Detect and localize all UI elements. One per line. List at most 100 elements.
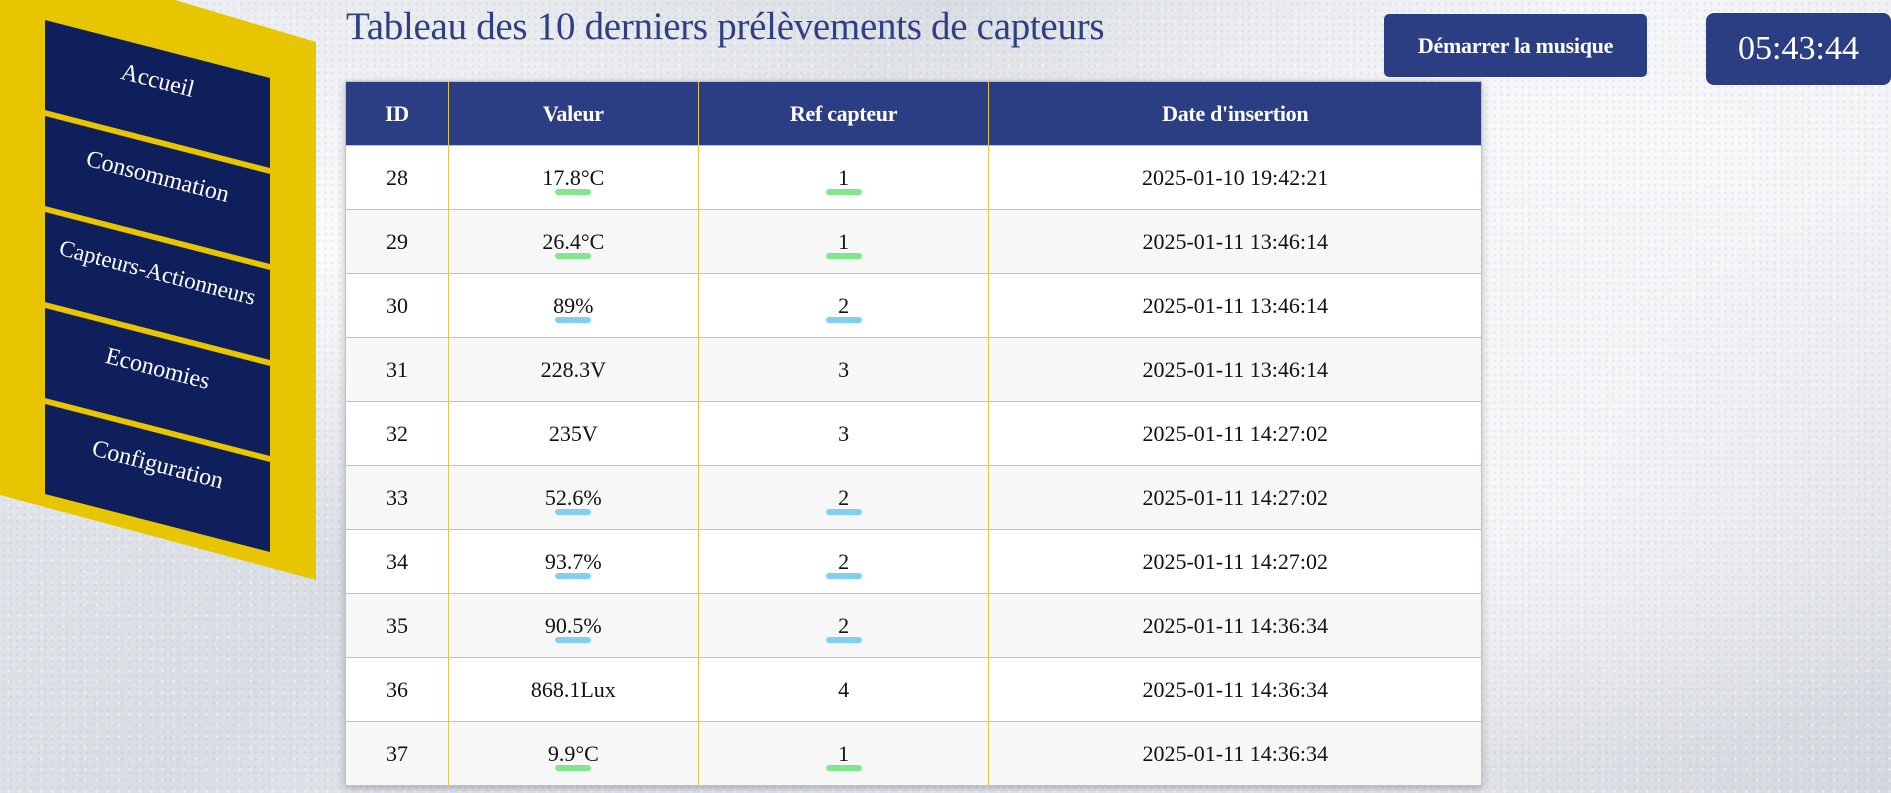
cell-sensor-ref: 3 [697,337,990,402]
humidity-indicator-underline [825,573,862,579]
cell-id-text: 34 [385,548,408,574]
cell-value-text: 17.8°C [542,164,605,190]
cell-value: 90.5% [447,593,699,658]
cell-id: 31 [345,337,449,402]
cell-id-text: 33 [385,484,408,510]
cell-value: 235V [447,401,699,466]
cell-value: 89% [447,273,699,338]
cell-id-text: 31 [385,356,408,382]
page-title: Tableau des 10 derniers prélèvements de … [346,5,1105,48]
cell-date-text: 2025-01-11 14:27:02 [1142,420,1328,446]
cell-id-text: 29 [385,228,408,254]
cell-id: 32 [345,401,449,466]
cell-date-text: 2025-01-11 13:46:14 [1142,228,1328,254]
temp-indicator-underline [555,765,592,771]
temp-indicator-underline [555,189,592,195]
cell-sensor-ref-text: 3 [838,356,850,382]
cell-value-text: 89% [553,292,594,318]
cell-sensor-ref-text: 2 [838,484,850,510]
column-header-id: ID [345,81,449,146]
humidity-indicator-underline [555,509,592,515]
table-row: 30 89% 2 2025-01-11 13:46:14 [345,273,1482,338]
cell-value-text: 235V [548,420,598,446]
table-row: 37 9.9°C 1 2025-01-11 14:36:34 [345,721,1482,786]
cell-id-text: 30 [385,292,408,318]
cell-value: 17.8°C [447,145,699,210]
table-body: 28 17.8°C 1 2025-01-10 19:42:21 29 26.4°C 1 202… [345,145,1482,786]
cell-sensor-ref-text: 1 [838,164,850,190]
cell-value-text: 26.4°C [542,228,605,254]
start-music-button[interactable]: Démarrer la musique [1384,14,1647,77]
table-row: 34 93.7% 2 2025-01-11 14:27:02 [345,529,1482,594]
cell-id: 34 [345,529,449,594]
table-row: 33 52.6% 2 2025-01-11 14:27:02 [345,465,1482,530]
table-row: 36 868.1Lux 4 2025-01-11 14:36:34 [345,657,1482,722]
cell-date-text: 2025-01-11 14:36:34 [1142,740,1328,766]
humidity-indicator-underline [825,317,862,323]
cell-date: 2025-01-10 19:42:21 [988,145,1482,210]
cell-date-text: 2025-01-11 13:46:14 [1142,356,1328,382]
table-row: 35 90.5% 2 2025-01-11 14:36:34 [345,593,1482,658]
table-row: 31 228.3V 3 2025-01-11 13:46:14 [345,337,1482,402]
humidity-indicator-underline [825,637,862,643]
cell-value-text: 868.1Lux [530,676,616,702]
cell-sensor-ref: 2 [697,273,990,338]
cell-id: 30 [345,273,449,338]
cell-value: 9.9°C [447,721,699,786]
temp-indicator-underline [825,765,862,771]
cell-value-text: 228.3V [540,356,606,382]
cell-date: 2025-01-11 14:27:02 [988,465,1482,530]
cell-sensor-ref: 1 [697,721,990,786]
cell-id-text: 36 [385,676,408,702]
clock-display: 05:43:44 [1706,13,1891,85]
cell-date: 2025-01-11 14:27:02 [988,401,1482,466]
cell-sensor-ref-text: 1 [838,228,850,254]
table-header-row: ID Valeur Ref capteur Date d'insertion [345,81,1482,146]
cell-date-text: 2025-01-11 14:27:02 [1142,484,1328,510]
cell-value: 868.1Lux [447,657,699,722]
cell-sensor-ref: 2 [697,529,990,594]
temp-indicator-underline [825,253,862,259]
cell-id: 35 [345,593,449,658]
cell-sensor-ref-text: 2 [838,548,850,574]
cell-sensor-ref-text: 2 [838,612,850,638]
humidity-indicator-underline [555,637,592,643]
column-header-date: Date d'insertion [988,81,1482,146]
cell-id-text: 28 [385,164,408,190]
cell-date: 2025-01-11 13:46:14 [988,273,1482,338]
cell-value-text: 52.6% [544,484,602,510]
cell-id: 37 [345,721,449,786]
cell-sensor-ref-text: 1 [838,740,850,766]
cell-value-text: 90.5% [544,612,602,638]
sidebar-nav: Accueil Consommation Capteurs-Actionneur… [0,0,316,580]
cell-value: 228.3V [447,337,699,402]
cell-id-text: 37 [385,740,408,766]
cell-date: 2025-01-11 14:36:34 [988,593,1482,658]
table-row: 28 17.8°C 1 2025-01-10 19:42:21 [345,145,1482,210]
cell-sensor-ref-text: 3 [838,420,850,446]
cell-id-text: 35 [385,612,408,638]
cell-id: 36 [345,657,449,722]
cell-id: 29 [345,209,449,274]
humidity-indicator-underline [555,317,592,323]
humidity-indicator-underline [555,573,592,579]
cell-value-text: 9.9°C [547,740,599,766]
cell-sensor-ref: 3 [697,401,990,466]
column-header-sensor-ref: Ref capteur [697,81,990,146]
cell-sensor-ref-text: 2 [838,292,850,318]
cell-date-text: 2025-01-11 14:36:34 [1142,612,1328,638]
cell-value-text: 93.7% [544,548,602,574]
cell-date-text: 2025-01-11 13:46:14 [1142,292,1328,318]
cell-date-text: 2025-01-10 19:42:21 [1142,164,1329,190]
temp-indicator-underline [825,189,862,195]
cell-date-text: 2025-01-11 14:27:02 [1142,548,1328,574]
cell-sensor-ref: 1 [697,209,990,274]
sensor-readings-table: ID Valeur Ref capteur Date d'insertion 2… [345,81,1482,786]
cell-date: 2025-01-11 14:36:34 [988,721,1482,786]
cell-date: 2025-01-11 14:27:02 [988,529,1482,594]
cell-value: 26.4°C [447,209,699,274]
cell-id: 33 [345,465,449,530]
table-row: 29 26.4°C 1 2025-01-11 13:46:14 [345,209,1482,274]
cell-sensor-ref-text: 4 [838,676,850,702]
cell-sensor-ref: 2 [697,465,990,530]
